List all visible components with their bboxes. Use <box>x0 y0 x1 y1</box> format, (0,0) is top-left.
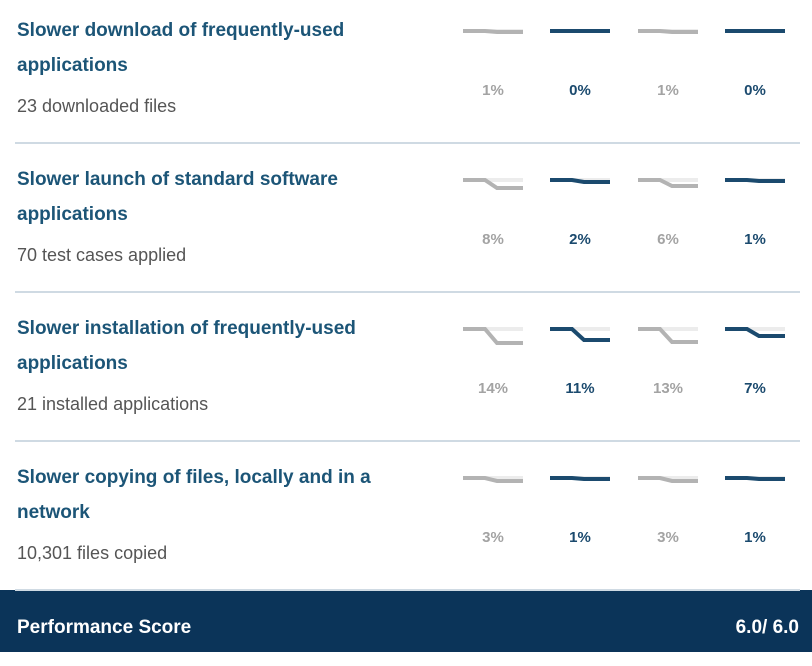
sparkline <box>463 29 523 34</box>
metric-label: 1% <box>657 82 679 99</box>
metric-label: 8% <box>482 231 504 248</box>
sparkline <box>638 29 698 34</box>
sparkline <box>638 327 698 344</box>
sparkline-trend <box>725 178 785 183</box>
sparkline <box>550 476 610 481</box>
sparkline-trend <box>638 29 698 34</box>
metric-label: 1% <box>482 82 504 99</box>
sparkline-trend <box>550 327 610 342</box>
sparkline <box>638 476 698 483</box>
sparkline-trend <box>463 29 523 34</box>
sparkline <box>725 178 785 183</box>
sparkline-trend <box>725 327 785 338</box>
sparkline-trend <box>550 178 610 184</box>
metric-label: 3% <box>657 529 679 546</box>
sparkline-trend <box>463 327 523 345</box>
sparkline <box>463 476 523 483</box>
sparkline-trend <box>463 476 523 483</box>
row-title: Slower download of frequently-used appli… <box>17 20 345 76</box>
row-separator <box>15 589 800 591</box>
footer-label: Performance Score <box>17 617 192 638</box>
sparkline <box>638 178 698 188</box>
row-subtitle: 23 downloaded files <box>17 96 177 116</box>
performance-panel: Performance Score 6.0/ 6.0 Slower downlo… <box>0 0 812 652</box>
sparkline-trend <box>638 327 698 344</box>
sparkline <box>463 327 523 345</box>
metric-label: 1% <box>744 231 766 248</box>
metric-label: 0% <box>744 82 766 99</box>
metric-label: 0% <box>569 82 591 99</box>
result-row: Slower download of frequently-used appli… <box>0 0 812 149</box>
row-separator <box>15 142 800 144</box>
sparkline-trend <box>638 178 698 188</box>
metric-label: 1% <box>569 529 591 546</box>
sparkline-trend <box>463 178 523 190</box>
sparkline <box>463 178 523 190</box>
metric-label: 13% <box>652 380 684 397</box>
metric-label: 7% <box>744 380 766 397</box>
sparkline-trend <box>638 476 698 483</box>
result-row: Slower launch of standard software appli… <box>0 149 812 298</box>
sparkline <box>550 29 610 33</box>
row-subtitle: 70 test cases applied <box>17 245 187 265</box>
row-subtitle: 10,301 files copied <box>17 543 168 563</box>
metric-label: 11% <box>565 380 595 397</box>
result-row: Slower copying of files, locally and in … <box>0 447 812 596</box>
metric-label: 2% <box>569 231 591 248</box>
row-subtitle: 21 installed applications <box>17 394 209 414</box>
row-title: Slower installation of frequently-used a… <box>17 318 356 374</box>
metric-label: 1% <box>744 529 766 546</box>
row-title: Slower launch of standard software appli… <box>17 169 338 225</box>
row-separator <box>15 440 800 442</box>
footer: Performance Score 6.0/ 6.0 <box>0 590 812 652</box>
sparkline <box>550 178 610 184</box>
metric-label: 3% <box>482 529 504 546</box>
sparkline <box>725 327 785 338</box>
sparkline-trend <box>550 476 610 481</box>
row-title: Slower copying of files, locally and in … <box>17 467 371 523</box>
result-row: Slower installation of frequently-used a… <box>0 298 812 447</box>
sparkline <box>725 29 785 33</box>
metric-label: 14% <box>477 380 509 397</box>
sparkline <box>550 327 610 342</box>
sparkline-trend <box>725 476 785 481</box>
row-separator <box>15 291 800 293</box>
sparkline <box>725 476 785 481</box>
metric-label: 6% <box>657 231 679 248</box>
footer-score: 6.0/ 6.0 <box>735 617 799 638</box>
